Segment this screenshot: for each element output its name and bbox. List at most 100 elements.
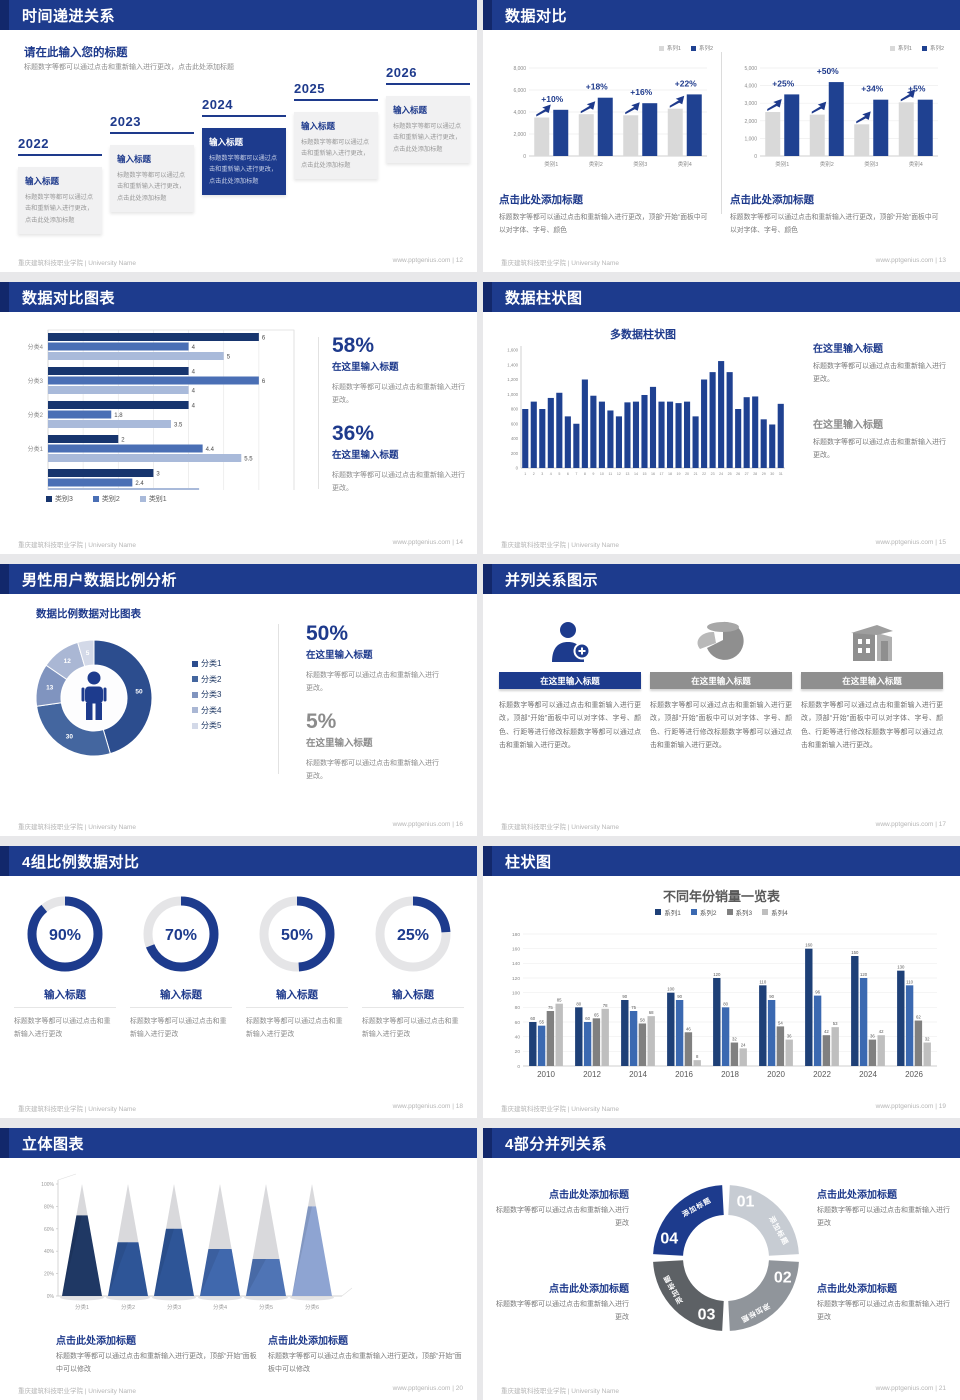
footer-sep: | [933, 539, 939, 546]
svg-text:分类1: 分类1 [75, 1303, 89, 1311]
milestone-title: 输入标题 [393, 105, 428, 115]
slide-header: 男性用户数据比例分析 [0, 564, 477, 594]
footer-sep: | [450, 257, 456, 264]
up-arrow-icon [580, 101, 596, 114]
svg-text:80: 80 [723, 1001, 728, 1006]
slide-header: 4组比例数据对比 [0, 846, 477, 876]
up-arrow-icon [625, 102, 640, 115]
legend-item: 分类4 [192, 705, 221, 716]
footer-page: www.pptgenius.com | 14 [393, 539, 463, 549]
footer-site: www.pptgenius.com [392, 1385, 451, 1392]
svg-text:分类3: 分类3 [167, 1303, 181, 1311]
svg-text:0: 0 [754, 154, 757, 160]
svg-text:25: 25 [728, 472, 732, 476]
svg-text:200: 200 [511, 451, 519, 456]
svg-text:2026: 2026 [905, 1070, 923, 1079]
header-accent [0, 0, 9, 30]
footer-page: www.pptgenius.com | 18 [393, 1103, 463, 1113]
up-arrow-icon [856, 111, 871, 124]
svg-text:26: 26 [736, 472, 740, 476]
stat-block: 58% 在这里输入标题 标题数字等都可以通过点击和重新输入进行更改。 [332, 334, 468, 408]
footer-page: www.pptgenius.com | 12 [393, 257, 463, 267]
svg-text:6: 6 [262, 379, 266, 385]
up-arrow-icon [811, 101, 827, 114]
slide-header: 数据对比 [483, 0, 960, 30]
svg-text:80: 80 [515, 1005, 521, 1011]
svg-text:+25%: +25% [772, 78, 794, 88]
slide-title: 数据对比 [505, 7, 568, 25]
svg-text:1: 1 [524, 472, 526, 476]
svg-text:01: 01 [737, 1193, 755, 1210]
svg-text:40: 40 [515, 1034, 521, 1040]
footer-org: 重庆建筑科技职业学院 | University Name [501, 1106, 619, 1113]
legend-swatch [655, 909, 662, 915]
svg-text:140: 140 [512, 961, 520, 967]
footer-page: www.pptgenius.com | 19 [876, 1103, 946, 1113]
gauge-heading: 输入标题 [14, 987, 116, 1008]
svg-text:分类3: 分类3 [28, 377, 44, 385]
footer-page: www.pptgenius.com | 15 [876, 539, 946, 549]
footer-sep: | [450, 821, 456, 828]
svg-text:02: 02 [774, 1270, 792, 1287]
donut-chart: 50 30 13 12 5 [35, 639, 153, 757]
svg-text:55: 55 [539, 1020, 544, 1025]
svg-text:类别3: 类别3 [864, 160, 878, 168]
chart-legend: 系列1 系列2 系列3 系列4 [483, 907, 960, 917]
svg-text:85: 85 [557, 998, 562, 1003]
milestone-box: 输入标题 标题数字等都可以通过点击和重新输入进行更改，点击此处添加标题 [202, 128, 286, 196]
legend-swatch [690, 909, 697, 915]
legend-swatch [139, 496, 146, 502]
page-number: 13 [938, 257, 946, 264]
svg-text:46: 46 [686, 1026, 691, 1031]
slide-title: 立体图表 [22, 1135, 85, 1153]
slide-21-four-part-ring: 4部分并列关系 01 添加标题 02 添加标题 03 添加标题 04 添加标题 点击此处添加标… [483, 1128, 960, 1400]
block-body: 标题数字等都可以通过点击和重新输入进行更改。 [813, 439, 946, 460]
svg-text:180: 180 [512, 932, 520, 938]
milestone-title: 输入标题 [25, 176, 60, 186]
svg-text:2010: 2010 [537, 1070, 555, 1079]
legend-swatch [762, 909, 769, 915]
block-body: 标题数字等都可以通过点击和重新输入进行更改。 [813, 363, 946, 384]
svg-text:2018: 2018 [721, 1070, 739, 1079]
svg-text:24: 24 [719, 472, 723, 476]
svg-text:70%: 70% [165, 927, 197, 944]
section-intro: 标题数字等都可以通过点击和重新输入进行更改，点击此处添加标题 [24, 64, 234, 71]
header-accent [0, 564, 9, 594]
slide-17-parallel-items: 并列关系图示 重庆建筑科技职业学院 | University Name www.… [483, 564, 960, 836]
svg-text:30: 30 [66, 733, 74, 740]
block-heading: 点击此处添加标题 [549, 1284, 629, 1295]
milestone-body: 标题数字等都可以通过点击和重新输入进行更改，点击此处添加标题 [301, 139, 370, 169]
gauge-chart: 90% [27, 896, 103, 972]
header-accent [483, 0, 492, 30]
milestone-year: 2022 [18, 136, 49, 151]
svg-text:24: 24 [741, 1042, 746, 1047]
legend-item: 类别2 [92, 494, 120, 504]
svg-text:28: 28 [753, 472, 757, 476]
svg-text:分类2: 分类2 [28, 411, 44, 419]
svg-text:4: 4 [192, 389, 196, 395]
svg-text:160: 160 [805, 943, 813, 948]
svg-text:110: 110 [759, 979, 766, 984]
gauge-heading: 输入标题 [362, 987, 464, 1008]
up-arrow-icon [536, 104, 551, 117]
chart-legend: 类别3 类别2 类别1 [46, 494, 167, 504]
legend-swatch [92, 496, 99, 502]
svg-text:120: 120 [860, 972, 868, 977]
legend-item: 系列1 [655, 907, 681, 917]
svg-text:36: 36 [787, 1034, 792, 1039]
svg-text:40%: 40% [44, 1249, 55, 1255]
milestone-box: 输入标题 标题数字等都可以通过点击和重新输入进行更改，点击此处添加标题 [294, 112, 378, 180]
legend-swatch [192, 660, 198, 667]
svg-text:3: 3 [156, 472, 160, 478]
footer-page: www.pptgenius.com | 16 [393, 821, 463, 831]
svg-text:9: 9 [592, 472, 594, 476]
gauge-chart: 70% [143, 896, 219, 972]
svg-text:90: 90 [677, 994, 682, 999]
svg-text:58: 58 [640, 1017, 645, 1022]
svg-text:+16%: +16% [630, 87, 652, 97]
slide-title: 4部分并列关系 [505, 1135, 607, 1153]
grouped-bar-chart: 0 2,000 4,000 6,000 8,000 类别1 类别2 类别3 类别4 +10% +18… [513, 66, 707, 168]
svg-text:100: 100 [667, 987, 675, 992]
